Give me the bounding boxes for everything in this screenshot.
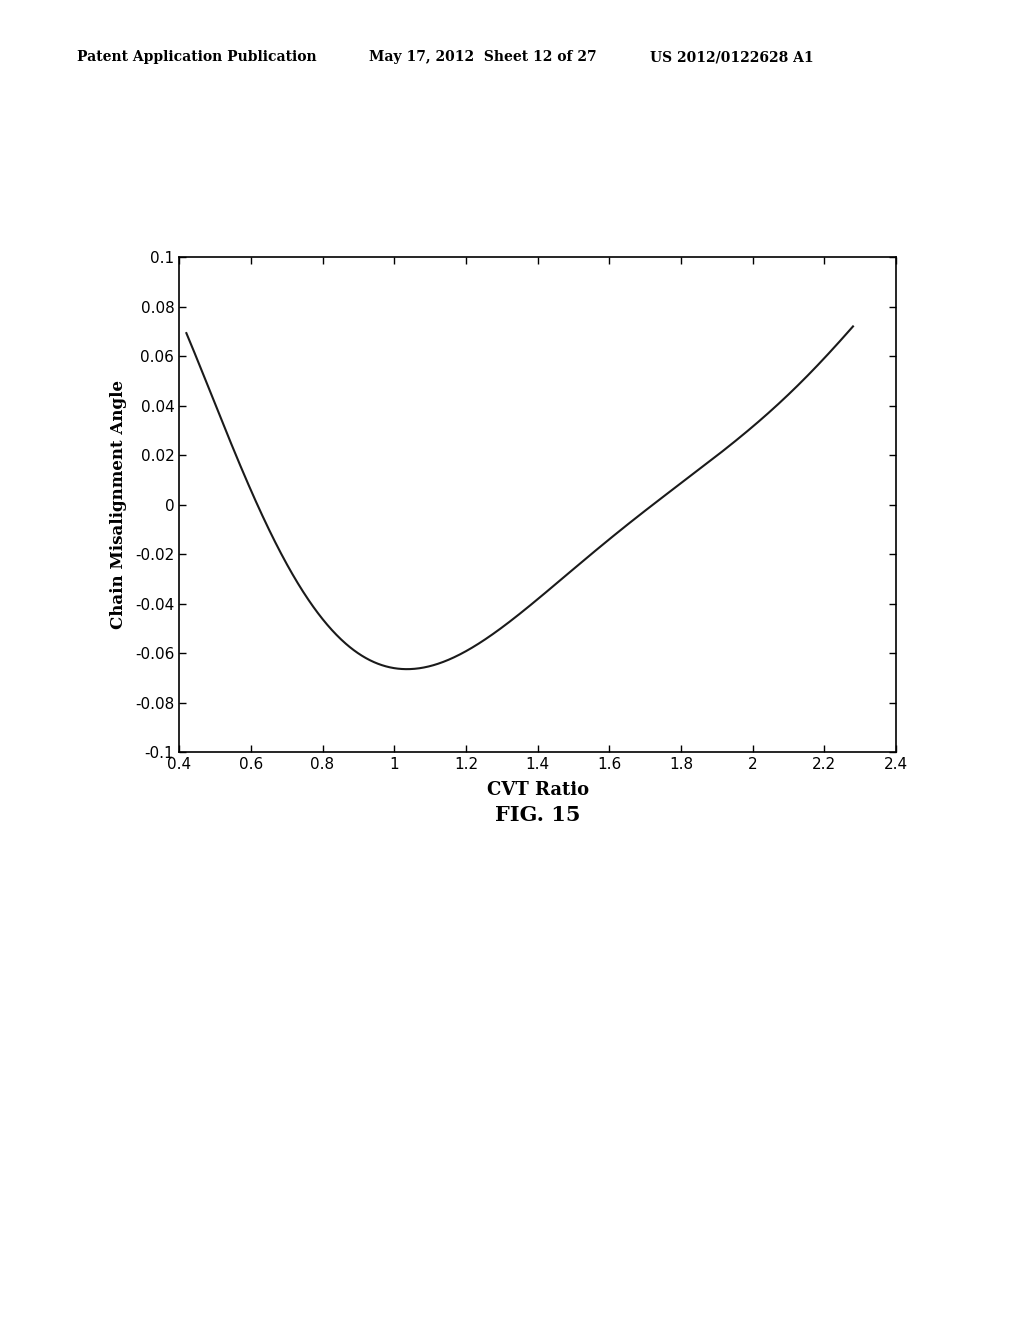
Text: Patent Application Publication: Patent Application Publication — [77, 50, 316, 65]
Y-axis label: Chain Misalignment Angle: Chain Misalignment Angle — [110, 380, 127, 630]
Text: FIG. 15: FIG. 15 — [495, 805, 581, 825]
Text: May 17, 2012  Sheet 12 of 27: May 17, 2012 Sheet 12 of 27 — [369, 50, 596, 65]
Text: US 2012/0122628 A1: US 2012/0122628 A1 — [650, 50, 814, 65]
X-axis label: CVT Ratio: CVT Ratio — [486, 780, 589, 799]
